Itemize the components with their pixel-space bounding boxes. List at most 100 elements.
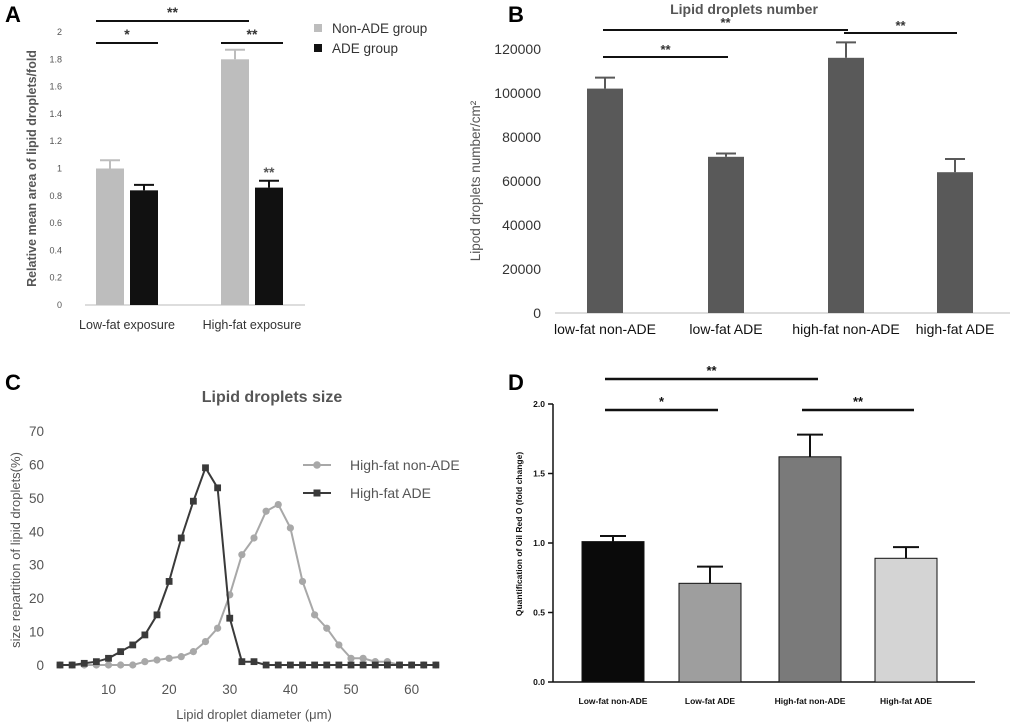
chart-b-bar	[708, 156, 744, 313]
chart-c-data-point	[432, 661, 440, 669]
chart-c-data-point	[335, 641, 343, 649]
chart-d-bar	[678, 582, 742, 683]
chart-c-data-point	[177, 653, 185, 661]
panel-letter-d: D	[508, 370, 524, 395]
chart-d-bar	[581, 541, 645, 683]
chart-c-data-point	[323, 624, 331, 632]
chart-b-ylabel: Lipod droplets number/cm²	[468, 100, 483, 261]
chart-c-data-point	[104, 661, 113, 669]
chart-c-data-point	[153, 656, 161, 664]
chart-a-significance-label: **	[167, 4, 178, 20]
chart-c-xtick-label: 60	[404, 682, 419, 697]
chart-d-significance-label: *	[659, 394, 665, 409]
chart-d-ytick-label: 1.0	[533, 538, 545, 548]
chart-a-bar	[96, 168, 124, 305]
chart-b-significance-label: **	[895, 18, 906, 33]
chart-c-data-point	[226, 614, 234, 622]
chart-c-xtick-label: 20	[162, 682, 177, 697]
chart-a-ytick-label: 0.2	[49, 273, 62, 283]
chart-b-ytick-label: 60000	[502, 173, 541, 189]
chart-b-ytick-label: 40000	[502, 217, 541, 233]
chart-a-ytick-label: 0.8	[49, 191, 62, 201]
chart-d-ytick-label: 0.0	[533, 677, 545, 687]
chart-c-data-point	[238, 658, 246, 666]
chart-b-category-label: low-fat non-ADE	[554, 321, 656, 337]
chart-b-bar	[937, 172, 973, 313]
chart-d-bar	[874, 557, 938, 683]
chart-c-ytick-label: 0	[36, 658, 44, 673]
chart-a-ytick-label: 1.4	[49, 109, 62, 119]
chart-c-data-point	[298, 577, 307, 586]
chart-d-significance-label: **	[706, 363, 717, 378]
chart-c-data-point	[189, 648, 197, 656]
chart-c-data-point	[165, 578, 173, 585]
chart-c-data-point	[311, 611, 319, 619]
chart-a-ytick-label: 1.2	[49, 136, 62, 146]
chart-c-data-point	[214, 624, 222, 632]
chart-c-legend-marker	[313, 461, 321, 469]
chart-c-data-point	[323, 661, 331, 669]
chart-c-data-point	[250, 534, 258, 542]
chart-c-data-point	[262, 661, 270, 669]
chart-c-title: Lipid droplets size	[202, 389, 343, 406]
chart-c-data-point	[371, 661, 379, 669]
chart-c-data-point	[359, 654, 367, 662]
chart-b: Lipid droplets number 0 20000 40000 60000 800…	[468, 1, 1010, 337]
chart-c-data-point	[286, 524, 294, 532]
chart-c-ytick-label: 50	[29, 491, 44, 506]
chart-d-category-label: Low-fat ADE	[685, 696, 736, 706]
chart-c-data-point	[56, 661, 64, 669]
chart-c-data-point	[250, 658, 258, 666]
chart-c-xlabel: Lipid droplet diameter (μm)	[176, 707, 332, 722]
panel-letter-c: C	[5, 370, 21, 395]
chart-a-significance-label: **	[247, 26, 258, 42]
chart-b-ytick-label: 80000	[502, 129, 541, 145]
chart-c-data-point	[335, 661, 343, 669]
chart-b-bar	[828, 57, 864, 313]
chart-c-xtick-label: 30	[222, 682, 237, 697]
chart-a-ytick-label: 0.4	[49, 245, 62, 255]
chart-a-bar	[221, 59, 249, 305]
chart-c-data-point	[238, 551, 246, 559]
chart-b-ytick-label: 0	[533, 305, 541, 321]
chart-c-legend-marker	[313, 489, 321, 497]
chart-c-data-point	[383, 661, 391, 669]
chart-c-data-point	[117, 661, 125, 669]
chart-c-data-point	[286, 661, 294, 669]
chart-c-legend-label: High-fat non-ADE	[350, 457, 460, 473]
chart-d-ylabel: Quantification of Oil Red O (fold change…	[514, 452, 524, 617]
chart-c-data-point	[129, 661, 137, 669]
chart-b-title: Lipid droplets number	[670, 1, 818, 17]
chart-c-data-point	[141, 631, 149, 639]
chart-b-significance-label: **	[720, 15, 731, 30]
chart-c-data-point	[420, 661, 428, 669]
chart-d-ytick-label: 0.5	[533, 608, 545, 618]
chart-c-data-point	[117, 648, 125, 656]
chart-c-data-point	[201, 638, 210, 646]
chart-c-data-point	[68, 661, 76, 669]
chart-a-bar	[255, 187, 283, 305]
chart-b-category-label: high-fat ADE	[916, 321, 995, 337]
panel-letter-a: A	[5, 2, 21, 27]
chart-c-ytick-label: 10	[29, 625, 44, 640]
chart-a: 0 0.2 0.4 0.6 0.8 1 1.2 1.4 1.6 1.8 2 Relative mean…	[25, 4, 427, 332]
chart-a-legend-swatch	[314, 44, 322, 52]
chart-b-ytick-label: 120000	[494, 41, 541, 57]
chart-a-legend-swatch	[314, 24, 322, 32]
chart-a-ylabel: Relative mean area of lipid droplets/fol…	[25, 50, 39, 287]
chart-c-data-point	[274, 500, 282, 509]
chart-c-data-point	[105, 654, 112, 662]
chart-d: 0.0 0.5 1.0 1.5 2.0 Quantification of Oil Red…	[514, 363, 975, 706]
chart-c-data-point	[165, 654, 173, 662]
chart-c-data-point	[92, 658, 100, 666]
chart-c-data-point	[262, 507, 270, 515]
chart-c-data-point	[177, 534, 185, 542]
chart-b-ytick-label: 20000	[502, 261, 541, 277]
chart-d-category-label: High-fat ADE	[880, 696, 932, 706]
chart-c-data-point	[408, 661, 416, 669]
chart-a-legend-label: ADE group	[332, 41, 398, 56]
chart-c-ytick-label: 70	[29, 424, 44, 439]
chart-c-data-point	[189, 497, 197, 505]
chart-a-significance-label: *	[124, 26, 130, 42]
chart-c-data-point	[396, 661, 403, 669]
